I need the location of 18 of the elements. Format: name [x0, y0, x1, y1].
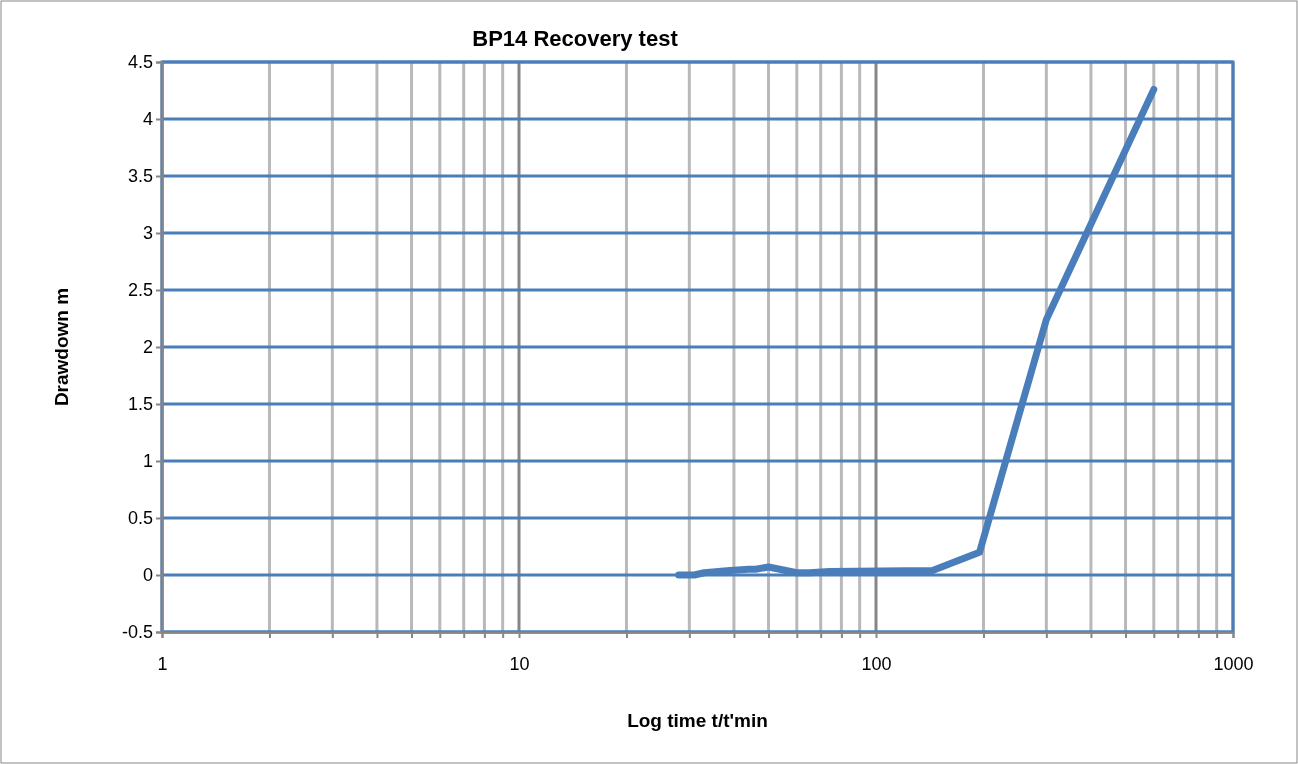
y-tick-label: 2 — [142, 337, 153, 358]
y-tick-label: 1.5 — [127, 394, 153, 415]
y-tick-label: 2.5 — [127, 280, 153, 301]
y-tick-label: 0 — [142, 565, 153, 586]
y-tick-label: 3 — [142, 223, 153, 244]
y-tick-label: 0.5 — [127, 508, 153, 529]
y-tick-label: 4 — [142, 109, 153, 130]
x-tick-label: 1 — [157, 653, 168, 674]
x-axis-title: Log time t/t'min — [627, 710, 768, 731]
x-tick-label: 1000 — [1213, 653, 1254, 674]
chart-title: BP14 Recovery test — [472, 26, 679, 51]
y-tick-label: 3.5 — [127, 166, 153, 187]
x-tick-label: 100 — [861, 653, 892, 674]
y-axis-title: Drawdown m — [51, 287, 72, 407]
x-tick-label: 10 — [509, 653, 530, 674]
y-tick-label: 1 — [142, 451, 153, 472]
y-tick-label: 4.5 — [127, 52, 153, 73]
y-tick-label: -0.5 — [121, 622, 153, 643]
